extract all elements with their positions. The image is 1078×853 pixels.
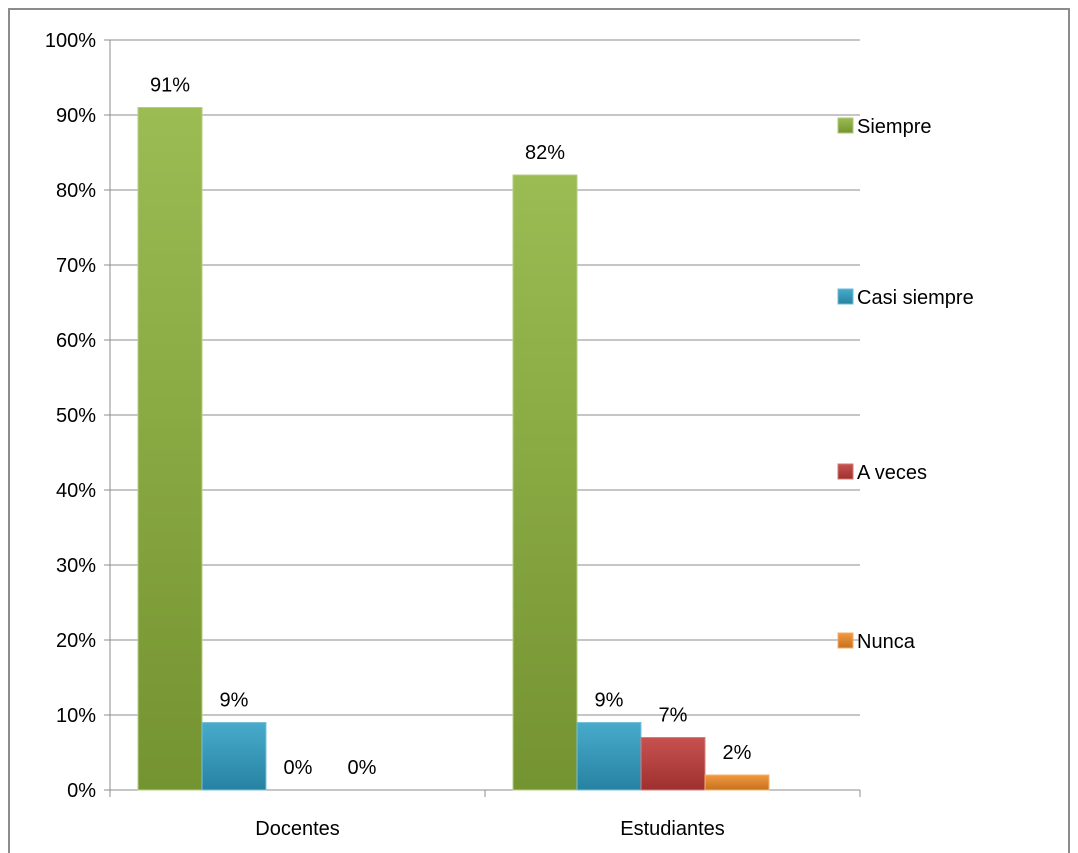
axes: 0% 10% 20% 30% 40% 50% 60% 70% 80% 90% 100% Docente…	[45, 30, 861, 840]
legend: Siempre Casi siempre A veces Nunca	[837, 116, 974, 653]
legend-swatch	[837, 117, 854, 134]
y-tick-label: 20%	[56, 630, 96, 652]
y-tick-label: 60%	[56, 330, 96, 352]
bar-siempre	[512, 174, 578, 791]
y-tick-label: 100%	[45, 30, 96, 52]
y-tick-label: 10%	[56, 705, 96, 727]
legend-label: A veces	[857, 462, 927, 484]
y-tick-label: 30%	[56, 555, 96, 577]
data-label: 91%	[150, 75, 190, 97]
data-label: 9%	[595, 690, 624, 712]
y-tick-label: 50%	[56, 405, 96, 427]
y-tick-label: 0%	[67, 780, 96, 802]
x-tick-label: Estudiantes	[620, 818, 725, 840]
legend-swatch	[837, 632, 854, 649]
data-label: 0%	[348, 757, 377, 779]
bar-casi-siempre	[576, 722, 642, 791]
bar-siempre	[137, 107, 203, 791]
chart-frame	[8, 8, 1070, 853]
y-tick-label: 80%	[56, 180, 96, 202]
y-tick-label: 40%	[56, 480, 96, 502]
bar-a-veces	[640, 737, 706, 791]
data-label: 7%	[659, 705, 688, 727]
data-label: 9%	[220, 690, 249, 712]
data-label: 0%	[284, 757, 313, 779]
bars	[137, 107, 770, 791]
y-tick-label: 90%	[56, 105, 96, 127]
data-label: 2%	[723, 742, 752, 764]
x-tick-label: Docentes	[255, 818, 340, 840]
legend-label: Siempre	[857, 116, 931, 138]
data-labels: 91% 9% 0% 0% 82% 9% 7% 2%	[150, 75, 752, 780]
data-label: 82%	[525, 142, 565, 164]
bar-nunca	[704, 774, 770, 791]
legend-swatch	[837, 288, 854, 305]
legend-label: Nunca	[857, 631, 916, 653]
legend-label: Casi siempre	[857, 287, 974, 309]
bar-casi-siempre	[201, 722, 267, 791]
y-tick-label: 70%	[56, 255, 96, 277]
legend-swatch	[837, 463, 854, 480]
gridlines	[110, 39, 860, 716]
